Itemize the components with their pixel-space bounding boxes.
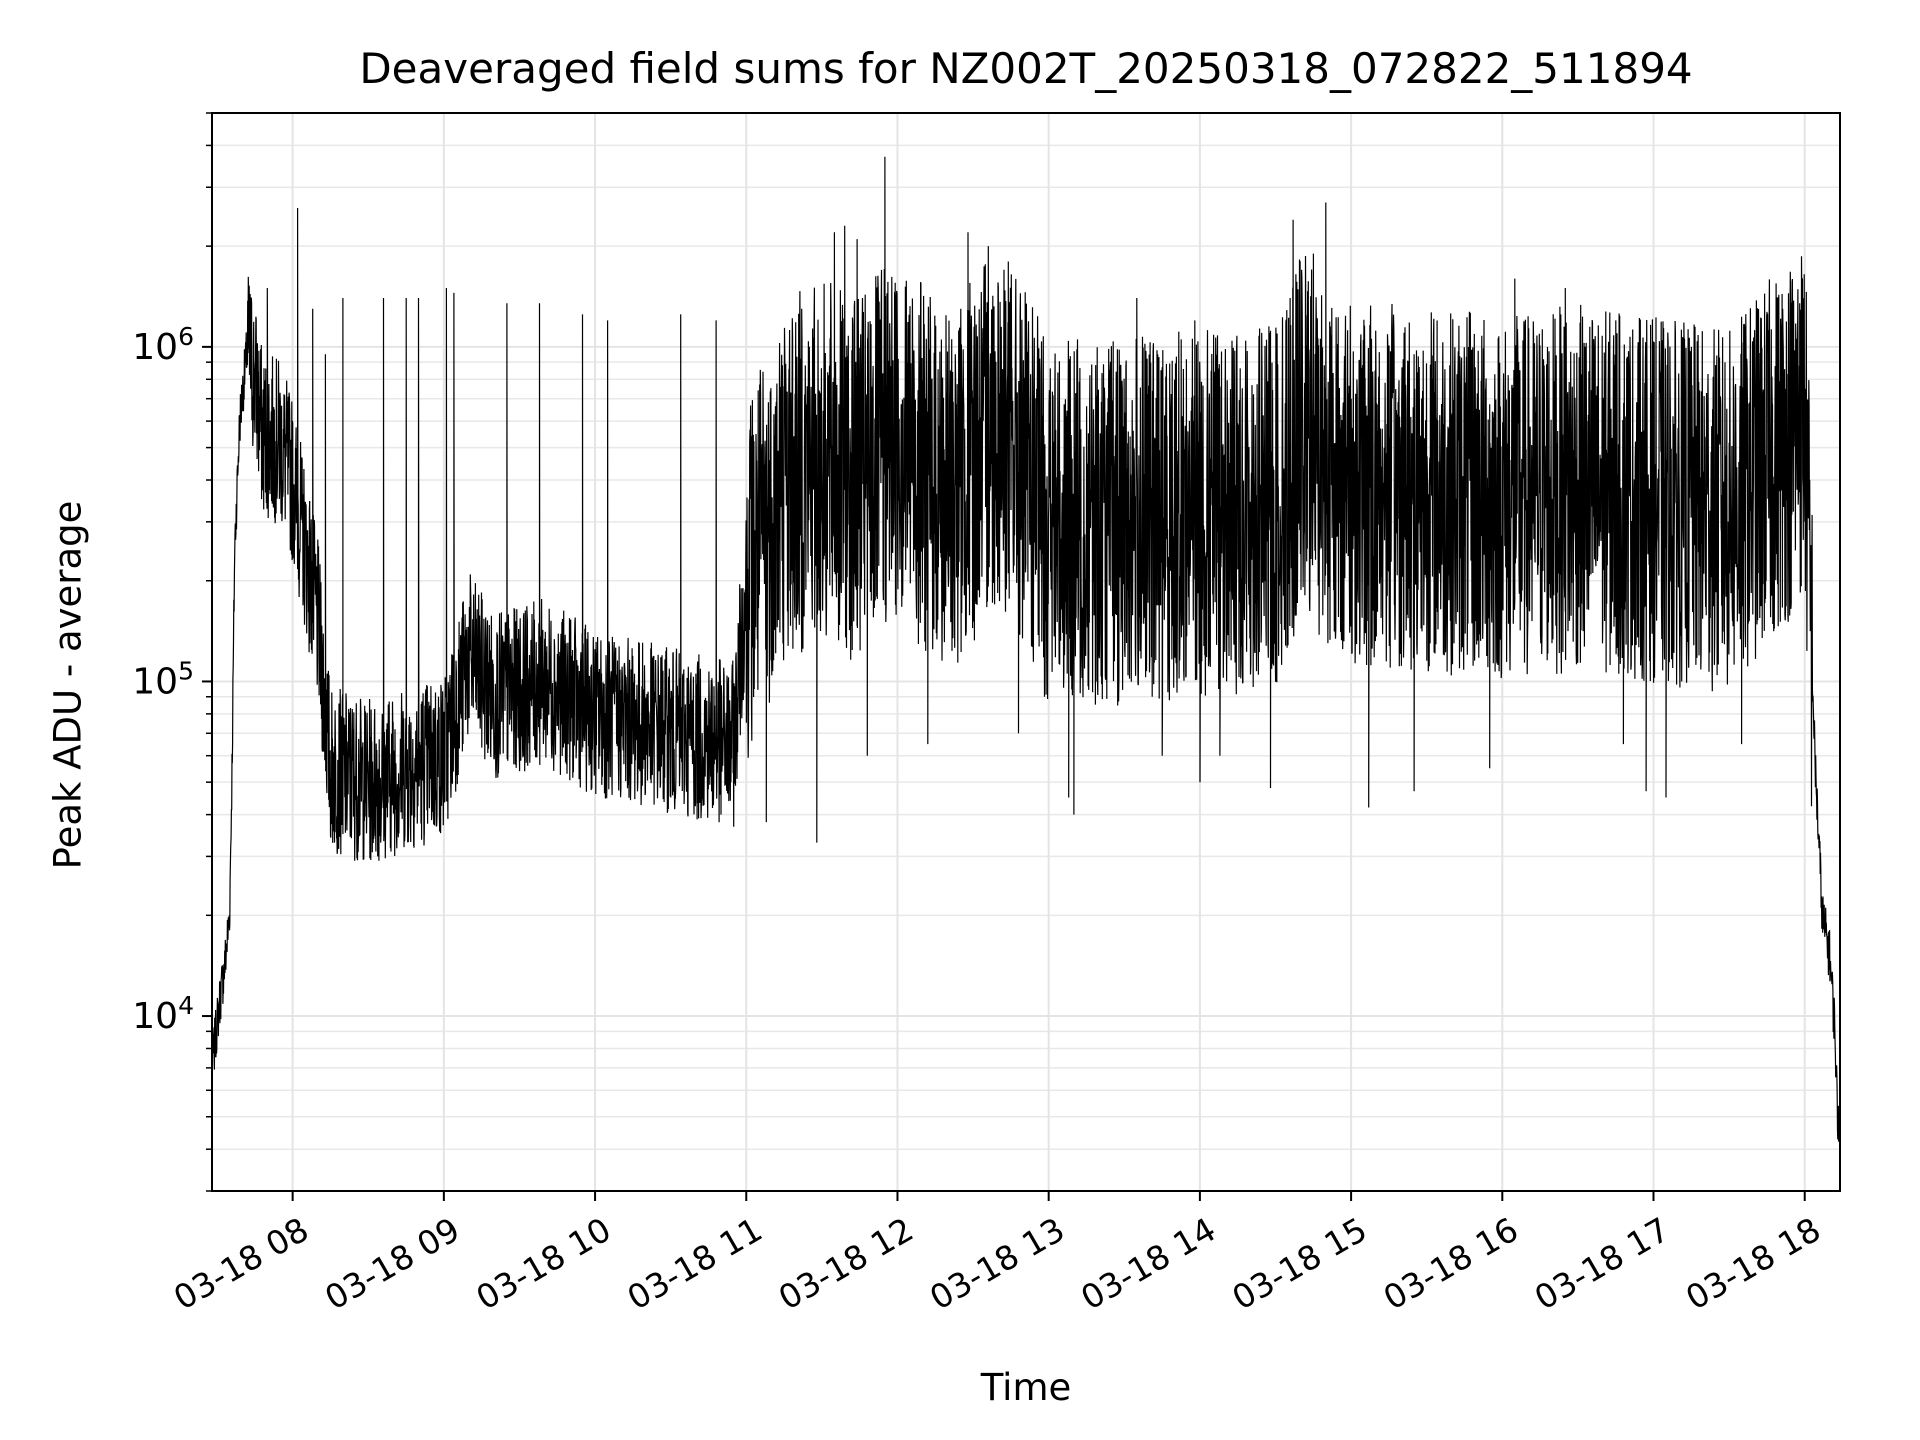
plot-frame [211,112,1841,1192]
x-tick-label: 03-18 17 [1528,1210,1676,1318]
series-layer [211,156,1841,1143]
chart-title: Deaveraged field sums for NZ002T_2025031… [359,44,1693,93]
x-tick-label: 03-18 13 [923,1210,1071,1318]
x-tick-label: 03-18 09 [318,1210,466,1318]
x-tick-label: 03-18 11 [621,1210,769,1318]
x-tick-label: 03-18 08 [167,1210,315,1318]
x-tick-label: 03-18 10 [469,1210,617,1318]
x-axis: 03-18 08 03-18 09 03-18 10 03-18 11 03-18 12… [167,1191,1827,1318]
y-tick-label: 104 [132,991,194,1038]
x-axis-label: Time [980,1366,1072,1409]
x-tick-label: 03-18 14 [1074,1210,1222,1318]
series-line [211,156,1841,1143]
y-tick-label: 105 [132,656,194,703]
x-tick-label: 03-18 12 [772,1210,920,1318]
y-tick-label: 106 [132,321,194,368]
plot-area [212,113,1840,1191]
x-tick-label: 03-18 15 [1225,1210,1373,1318]
x-tick-label: 03-18 16 [1377,1210,1525,1318]
x-tick-label: 03-18 18 [1679,1210,1827,1318]
y-axis: 104 105 106 [132,321,212,1037]
